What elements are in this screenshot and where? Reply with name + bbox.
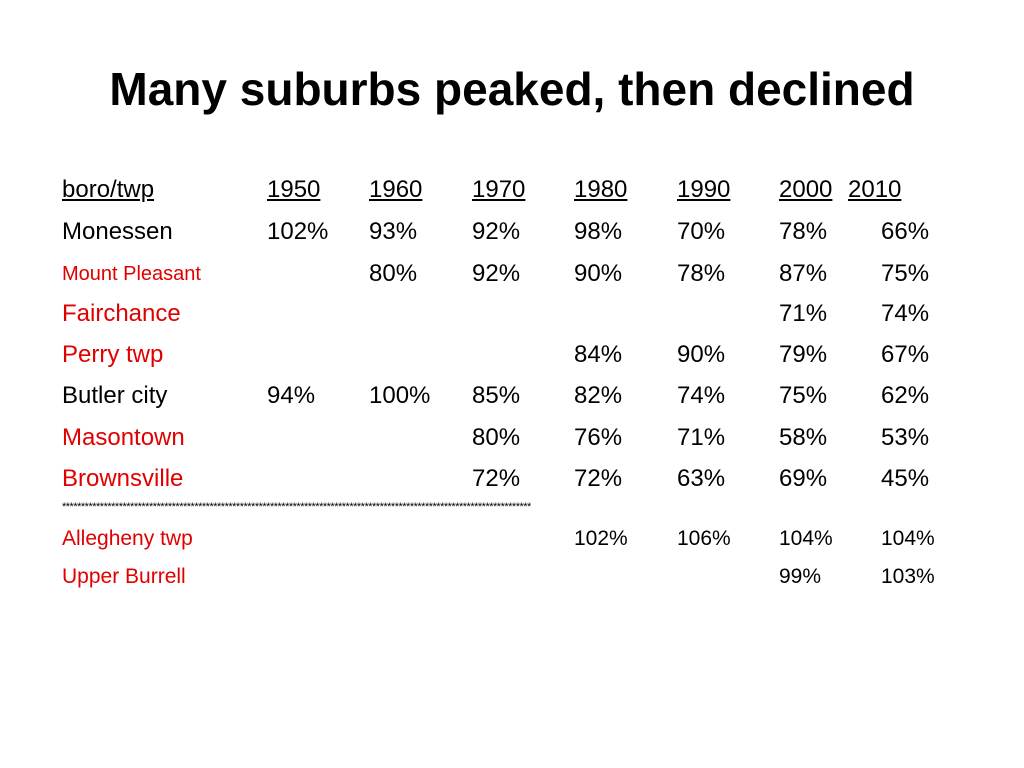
table-cell: 90% [574,260,623,287]
table-cell: 79% [779,341,828,368]
row-name: Perry twp [62,341,164,368]
table-cell: 87% [779,260,828,287]
table-cell: 90% [677,341,726,368]
table-cell: 104% [881,527,935,550]
table-cell: 72% [574,465,623,492]
table-cell: 102% [574,527,628,550]
header-year-1970: 1970 [472,176,526,203]
row-name: Mount Pleasant [62,263,201,285]
table-cell: 53% [881,424,930,451]
table-cell: 78% [779,218,828,245]
row-name: Brownsville [62,465,184,492]
row-name: Fairchance [62,300,181,327]
table-cell: 62% [881,382,930,409]
table-cell: 82% [574,382,623,409]
header-year-1960: 1960 [369,176,423,203]
slide-title: Many suburbs peaked, then declined [109,63,915,115]
table-cell: 74% [677,382,726,409]
table-cell: 45% [881,465,930,492]
header-year-1980: 1980 [574,176,628,203]
table-cell: 71% [677,424,726,451]
table-cell: 76% [574,424,623,451]
table-cell: 63% [677,465,726,492]
row-name: Masontown [62,424,185,451]
table-cell: 80% [369,260,418,287]
table-cell: 93% [369,218,418,245]
table-cell: 71% [779,300,828,327]
header-year-1990: 1990 [677,176,731,203]
table-cell: 92% [472,260,521,287]
table-cell: 58% [779,424,828,451]
table-cell: 84% [574,341,623,368]
row-name: Monessen [62,218,173,245]
table-cell: 72% [472,465,521,492]
table-cell: 98% [574,218,623,245]
header-year-2000: 2000 [779,176,833,203]
table-cell: 99% [779,565,822,588]
header-label: boro/twp [62,176,155,203]
table-cell: 94% [267,382,316,409]
table-cell: 100% [369,382,431,409]
separator-line: ****************************************… [62,501,531,513]
table-cell: 66% [881,218,930,245]
header-year-2010: 2010 [848,176,902,203]
table-cell: 103% [881,565,935,588]
row-name: Allegheny twp [62,527,193,550]
table-cell: 85% [472,382,521,409]
table-cell: 74% [881,300,930,327]
table-cell: 70% [677,218,726,245]
table-cell: 92% [472,218,521,245]
table-cell: 106% [677,527,731,550]
row-name: Butler city [62,382,168,409]
table-cell: 102% [267,218,329,245]
table-cell: 69% [779,465,828,492]
header-year-1950: 1950 [267,176,321,203]
table-cell: 67% [881,341,930,368]
table-cell: 80% [472,424,521,451]
table-cell: 78% [677,260,726,287]
row-name: Upper Burrell [62,565,186,588]
table-cell: 75% [881,260,930,287]
table-cell: 104% [779,527,833,550]
table-cell: 75% [779,382,828,409]
